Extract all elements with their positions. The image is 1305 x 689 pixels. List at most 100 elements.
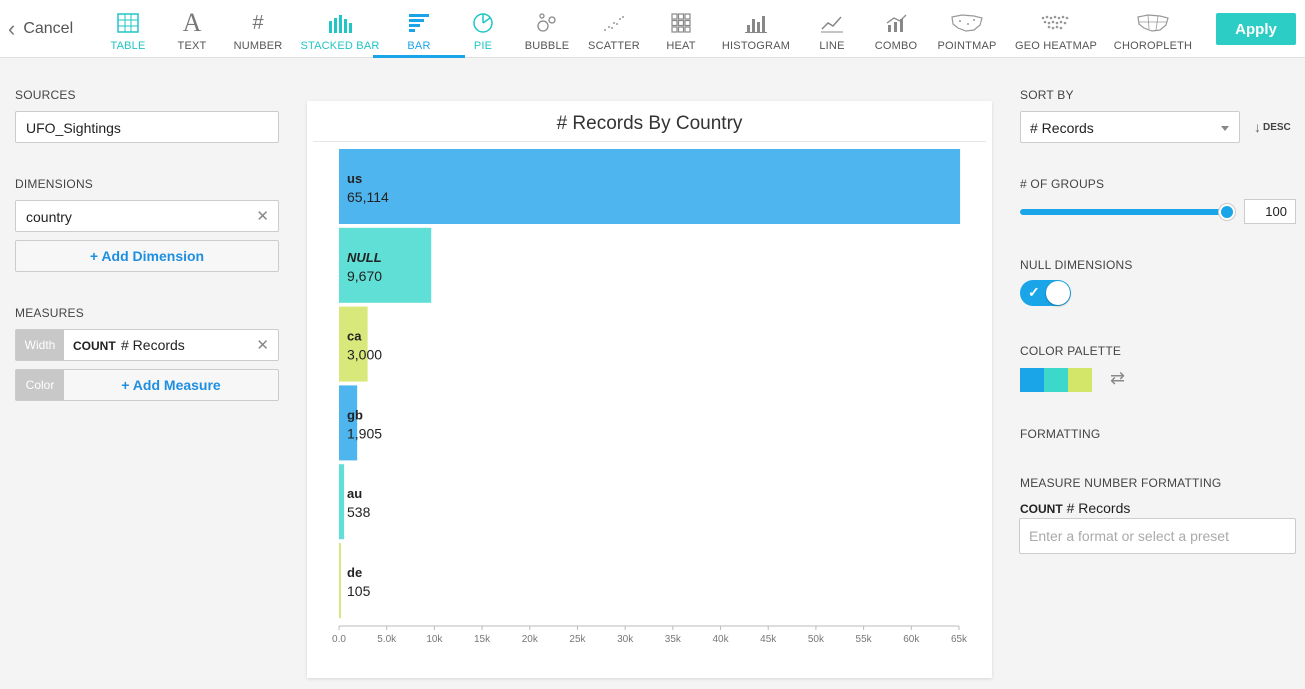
groups-slider-track[interactable] [1020,209,1226,215]
chart-type-number[interactable]: # NUMBER [218,0,298,58]
chart-type-combo[interactable]: COMBO [856,0,936,58]
chart-type-label: HISTOGRAM [721,40,791,52]
chart-type-heat[interactable]: HEAT [641,0,721,58]
title-divider [313,141,986,142]
chart-type-geo-heatmap[interactable]: GEO HEATMAP [1014,0,1098,58]
chart-card: # Records By Country us 65,114 NULL 9,670 ca… [307,101,992,678]
bar-value-label: 65,114 [347,189,389,205]
bar-chart: us 65,114 NULL 9,670 ca 3,000 gb 1,905 au 538 de 10… [332,149,968,645]
palette-swatch [1068,368,1092,392]
bar[interactable] [339,306,368,382]
bar[interactable] [339,464,345,540]
bar-value-label: 538 [347,504,371,520]
chart-type-label: SCATTER [588,40,640,52]
toggle-knob [1046,281,1070,305]
chart-type-scatter[interactable]: SCATTER [574,0,654,58]
x-axis-tick-label: 25k [569,634,586,645]
scatter-icon [602,8,626,38]
palette-swatch [1044,368,1068,392]
format-aggregation: COUNT [1020,502,1063,516]
measure-color-tag: Color [16,370,64,400]
add-measure-button[interactable]: Color + Add Measure [15,369,279,401]
remove-dimension-icon[interactable]: ✕ [256,208,269,225]
bar-category-label: gb [347,407,363,422]
top-toolbar: ‹ Cancel TABLE A TEXT # NUMBER STACKED BAR BAR… [0,0,1305,58]
chart-type-pie[interactable]: PIE [443,0,523,58]
sources-title: SOURCES [15,88,76,102]
sort-by-title: SORT BY [1020,88,1074,102]
chart-type-stacked-bar[interactable]: STACKED BAR [300,0,380,58]
dimension-value: country [26,209,72,225]
swap-arrows-icon[interactable]: ⇄ [1110,368,1126,388]
bar-category-label: NULL [347,250,382,265]
chart-type-label: LINE [819,40,845,52]
dimension-field[interactable]: country ✕ [15,200,279,232]
x-axis-tick-label: 45k [760,634,777,645]
cancel-label: Cancel [23,20,74,37]
chart-type-label: BUBBLE [524,40,570,52]
geo-heatmap-icon [1039,8,1073,38]
bar-value-label: 3,000 [347,347,382,363]
measures-title: MEASURES [15,306,84,320]
chart-type-bubble[interactable]: BUBBLE [507,0,587,58]
format-measure-name: # Records [1066,500,1131,516]
chart-type-bar[interactable]: BAR [373,0,465,58]
arrow-down-icon: ↓ [1254,119,1261,135]
bar[interactable] [339,543,341,618]
x-axis-tick-label: 40k [712,634,729,645]
bar-value-label: 105 [347,583,371,599]
bar[interactable] [339,149,961,224]
measure-width-tag: Width [16,330,64,360]
groups-title: # OF GROUPS [1020,177,1105,191]
chart-type-label: BAR [407,40,431,52]
chart-type-label: STACKED BAR [300,40,380,52]
remove-measure-icon[interactable]: ✕ [256,337,269,354]
groups-slider-handle[interactable] [1219,204,1235,220]
add-dimension-button[interactable]: + Add Dimension [15,240,279,272]
add-measure-label: + Add Measure [121,377,221,393]
sort-by-select[interactable]: # Records [1020,111,1240,143]
chart-type-table[interactable]: TABLE [88,0,168,58]
chart-type-pointmap[interactable]: POINTMAP [927,0,1007,58]
bar[interactable] [339,385,358,461]
bar-category-label: au [347,486,362,501]
heat-icon [671,8,691,38]
sort-by-value: # Records [1030,120,1094,136]
null-dimensions-toggle[interactable]: ✓ [1020,280,1071,306]
measure-width-field[interactable]: Width COUNT # Records ✕ [15,329,279,361]
source-field[interactable]: UFO_Sightings [15,111,279,143]
choropleth-icon [1136,8,1170,38]
x-axis-tick-label: 20k [522,634,539,645]
x-axis-tick-label: 0.0 [332,634,346,645]
chart-type-label: COMBO [874,40,918,52]
source-value: UFO_Sightings [26,120,121,136]
chart-type-histogram[interactable]: HISTOGRAM [716,0,796,58]
bar-value-label: 1,905 [347,425,382,441]
x-axis-tick-label: 50k [808,634,825,645]
groups-input[interactable]: 100 [1244,199,1296,224]
stacked-bar-icon [328,8,352,38]
apply-button[interactable]: Apply [1216,13,1296,45]
null-dimensions-title: NULL DIMENSIONS [1020,258,1133,272]
chart-title: # Records By Country [556,113,743,134]
dimensions-title: DIMENSIONS [15,177,94,191]
chart-type-label: TEXT [177,40,207,52]
combo-icon [885,8,907,38]
bar[interactable] [339,227,432,303]
x-axis-tick-label: 5.0k [377,634,397,645]
text-icon: A [182,8,202,37]
histogram-icon [745,8,767,38]
cancel-button[interactable]: ‹ Cancel [8,16,73,42]
bar-category-label: ca [347,329,362,344]
bubble-icon [535,8,559,38]
sort-direction-toggle[interactable]: ↓ DESC [1254,119,1291,135]
chart-type-label: PIE [473,40,493,52]
chart-type-line[interactable]: LINE [792,0,872,58]
chart-type-choropleth[interactable]: CHOROPLETH [1113,0,1193,58]
formatting-title: FORMATTING [1020,427,1101,441]
bar-category-label: de [347,565,362,580]
chart-type-text[interactable]: A TEXT [152,0,232,58]
format-input[interactable] [1019,518,1296,554]
chart-type-label: GEO HEATMAP [1014,40,1098,52]
color-palette-swatches[interactable] [1020,368,1092,392]
